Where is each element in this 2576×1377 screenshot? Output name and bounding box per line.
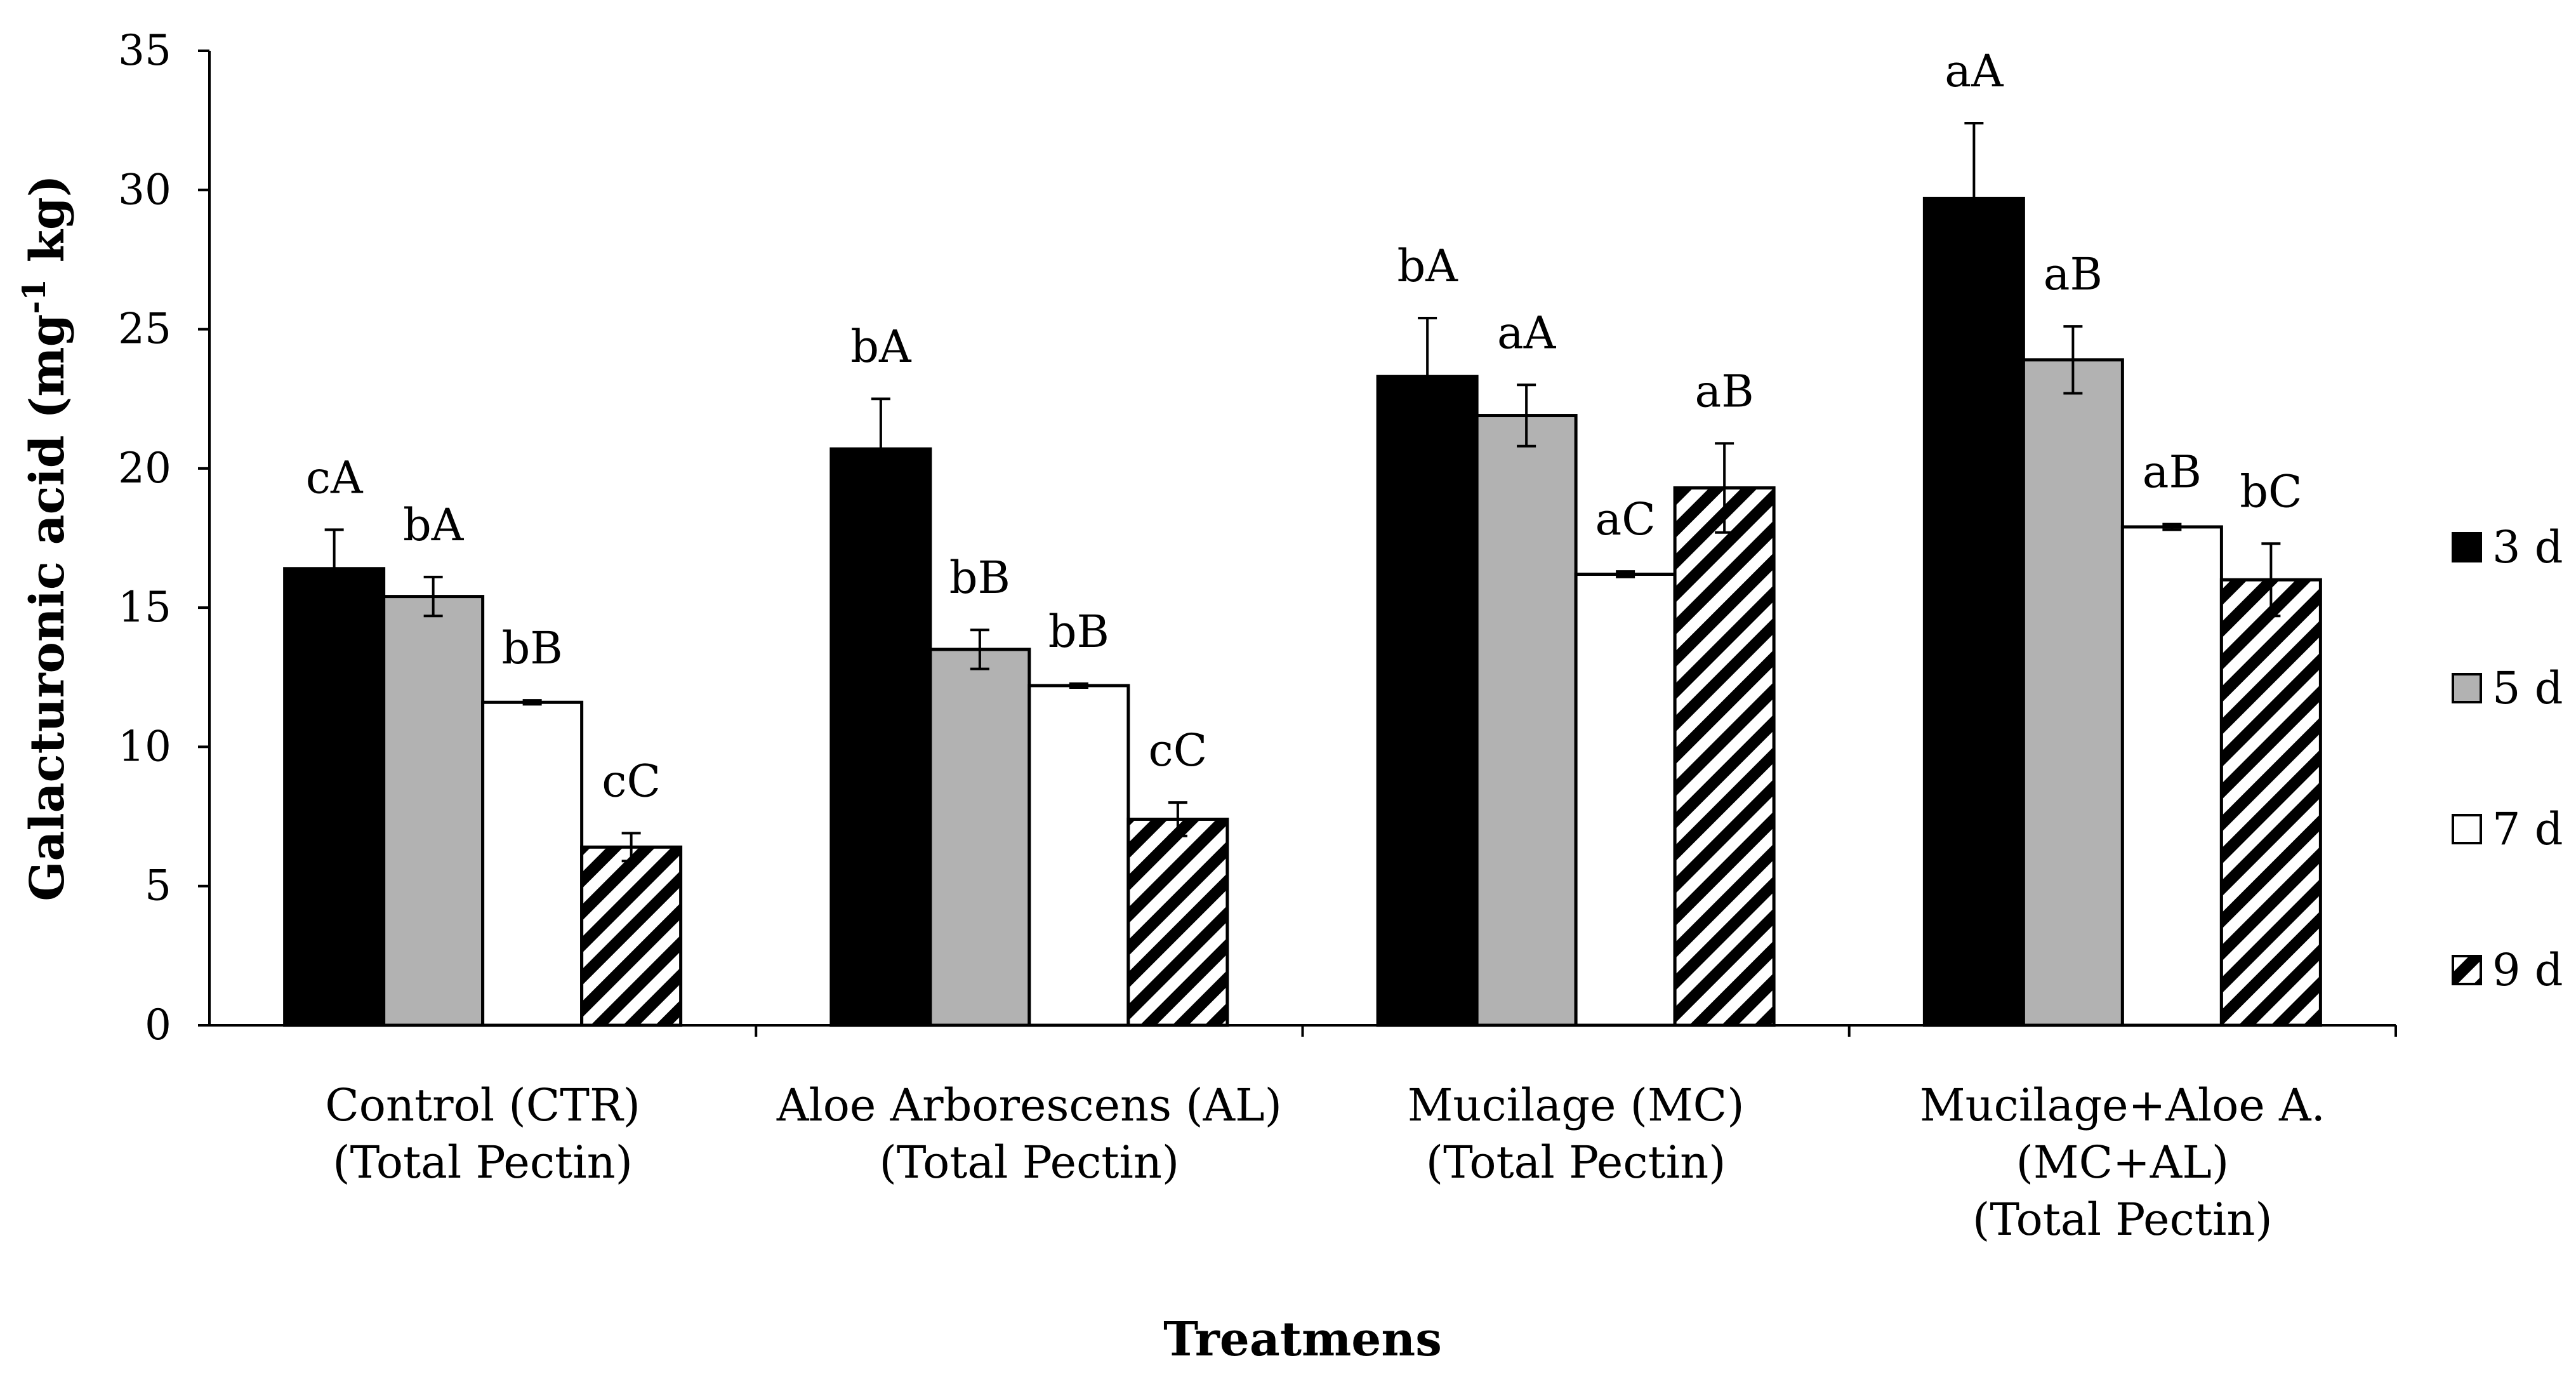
bar-7d-3	[2120, 525, 2223, 1027]
y-tick-label: 10	[118, 722, 171, 771]
significance-label: aB	[1695, 365, 1754, 417]
legend-label: 7 d	[2492, 803, 2563, 855]
significance-label: aC	[1595, 493, 1655, 545]
bar-5d-0	[382, 595, 485, 1027]
significance-label: cC	[1148, 724, 1207, 776]
category-label: (Total Pectin)	[333, 1136, 633, 1188]
category-label: Mucilage (MC)	[1408, 1079, 1745, 1131]
bar-9d-3	[2219, 578, 2322, 1027]
bar-5d-3	[2021, 358, 2124, 1027]
category-label: (Total Pectin)	[880, 1136, 1180, 1188]
y-tick-label: 15	[118, 583, 171, 632]
bar-5d-2	[1475, 414, 1578, 1027]
significance-label: aA	[1497, 307, 1557, 359]
category-label: Mucilage+Aloe A.	[1920, 1079, 2325, 1131]
category-label: (MC+AL)	[2016, 1136, 2229, 1188]
significance-label: cA	[306, 451, 364, 503]
y-tick-label: 5	[145, 861, 171, 910]
y-tick-label: 25	[118, 305, 171, 354]
bar-3d-3	[1922, 196, 2025, 1027]
bar-7d-1	[1027, 684, 1130, 1027]
y-tick-label: 35	[118, 26, 171, 75]
bar-7d-2	[1574, 573, 1677, 1027]
legend-swatch-9d	[2452, 955, 2482, 985]
x-axis-title: Treatmens	[1163, 1312, 1442, 1367]
category-label: (Total Pectin)	[1972, 1194, 2273, 1246]
y-tick-label: 0	[145, 1001, 171, 1049]
significance-label: bB	[949, 552, 1010, 604]
bars	[283, 122, 2322, 1027]
legend: 3 d 5 d 7 d 9 d	[2452, 521, 2563, 996]
significance-label: bB	[1048, 606, 1109, 658]
legend-swatch-5d	[2452, 673, 2482, 703]
bar-3d-2	[1376, 375, 1479, 1027]
significance-label: bA	[850, 321, 912, 373]
legend-swatch-7d	[2452, 814, 2482, 844]
significance-label: bC	[2240, 465, 2302, 517]
bar-3d-1	[829, 447, 932, 1027]
y-tick-label: 30	[118, 165, 171, 214]
category-label: Aloe Arborescens (AL)	[776, 1079, 1282, 1131]
significance-label: bB	[502, 622, 563, 674]
significance-label: bA	[403, 499, 465, 551]
y-tick-label: 20	[118, 444, 171, 493]
bar-9d-2	[1673, 486, 1776, 1027]
legend-swatch-3d	[2452, 532, 2482, 562]
bar-7d-0	[481, 700, 584, 1027]
legend-label: 3 d	[2492, 521, 2563, 573]
bar-3d-0	[283, 567, 386, 1027]
legend-label: 5 d	[2492, 662, 2563, 714]
legend-label: 9 d	[2492, 944, 2563, 996]
significance-label: aA	[1945, 45, 2004, 97]
significance-label: aB	[2044, 248, 2103, 300]
category-label: Control (CTR)	[325, 1079, 640, 1131]
y-axis-title: Galacturonic acid (mg-1 kg)	[15, 175, 76, 901]
bar-9d-0	[580, 845, 683, 1027]
significance-label: aB	[2143, 446, 2202, 498]
significance-label: bA	[1397, 240, 1458, 292]
bar-9d-1	[1126, 817, 1229, 1027]
bar-5d-1	[928, 648, 1031, 1027]
significance-label: cC	[602, 755, 661, 807]
category-label: (Total Pectin)	[1426, 1136, 1726, 1188]
